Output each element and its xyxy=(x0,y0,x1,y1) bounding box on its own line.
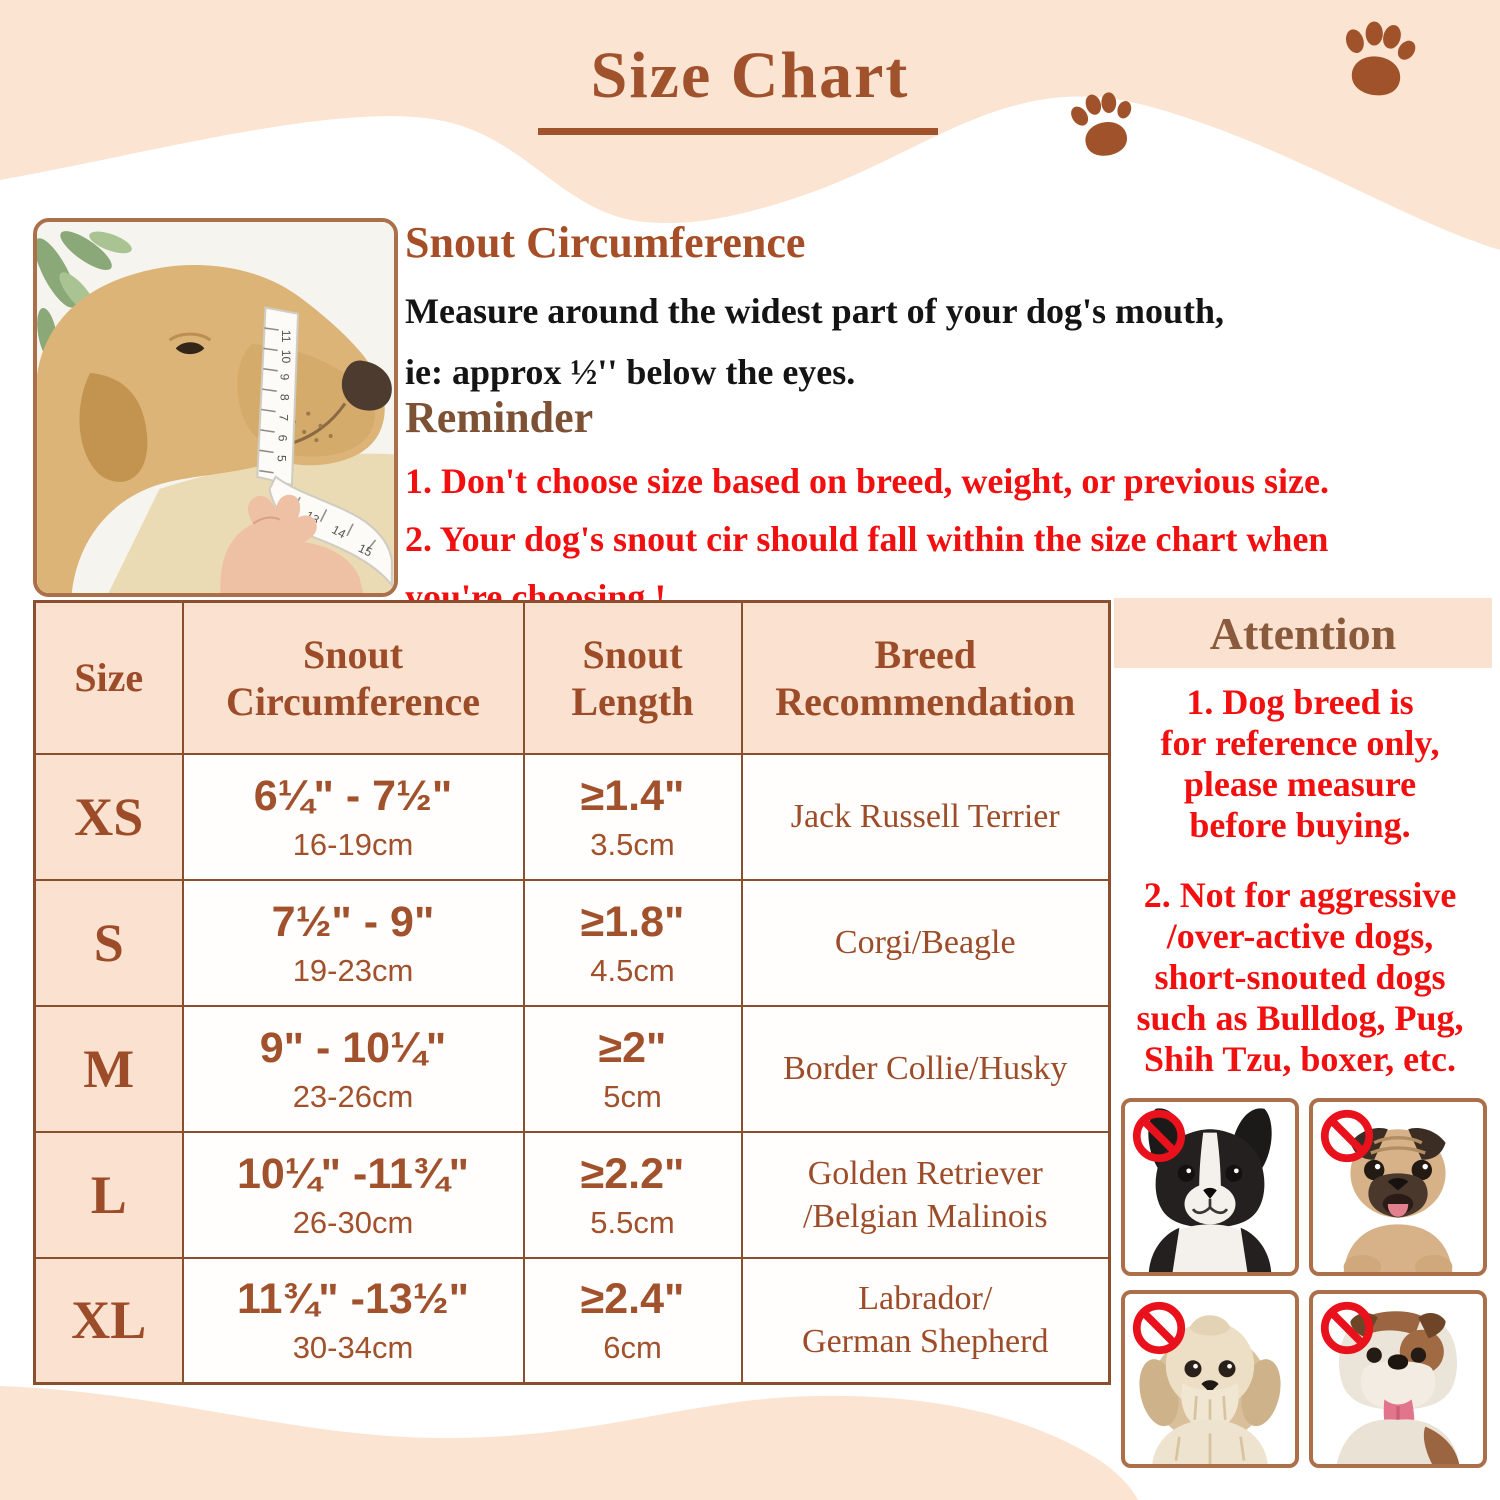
table-row: S 7½" - 9" 19-23cm ≥1.8" 4.5cm Corgi/Bea… xyxy=(33,878,1111,1007)
table-row: M 9" - 10¼" 23-26cm ≥2" 5cm Border Colli… xyxy=(33,1004,1111,1133)
french-bulldog-illustration xyxy=(1148,1108,1272,1272)
circumference-inches: 11¾" -13½" xyxy=(236,1275,470,1324)
no-entry-icon xyxy=(1132,1109,1186,1163)
length-cm: 3.5cm xyxy=(590,826,675,862)
attention-notes: 1. Dog breed is for reference only, plea… xyxy=(1098,682,1500,1080)
pug-image xyxy=(1309,1098,1487,1276)
circumference-cm: 26-30cm xyxy=(292,1204,414,1240)
attention-header: Attention xyxy=(1114,598,1492,668)
breed-recommendation: Labrador/ German Shepherd xyxy=(740,1256,1111,1385)
tape-number: 7 xyxy=(277,414,291,421)
english-bulldog-image xyxy=(1309,1290,1487,1468)
circumference-cell: 7½" - 9" 19-23cm xyxy=(181,878,525,1007)
page-title: Size Chart xyxy=(590,39,910,112)
circumference-cm: 16-19cm xyxy=(292,826,414,862)
circumference-cell: 6¼" - 7½" 16-19cm xyxy=(181,752,525,881)
prohibited-dogs-grid xyxy=(1121,1098,1489,1468)
table-row: XS 6¼" - 7½" 16-19cm ≥1.4" 3.5cm Jack Ru… xyxy=(33,752,1111,881)
no-entry-icon xyxy=(1320,1301,1374,1355)
size-label: XL xyxy=(33,1256,184,1385)
shih-tzu-illustration xyxy=(1139,1315,1281,1464)
snout-measuring-photo: 11 10 9 8 7 6 5 13 14 15 xyxy=(33,218,398,597)
tape-number: 9 xyxy=(278,374,292,381)
circumference-cell: 9" - 10¼" 23-26cm xyxy=(181,1004,525,1133)
english-bulldog-illustration xyxy=(1336,1311,1460,1464)
circumference-inches: 6¼" - 7½" xyxy=(253,771,453,820)
length-cell: ≥2" 5cm xyxy=(522,1004,743,1133)
reminder-heading: Reminder xyxy=(405,393,594,442)
table-header-row: Size Snout Circumference Snout Length Br… xyxy=(33,600,1111,755)
breed-recommendation: Border Collie/Husky xyxy=(740,1004,1111,1133)
paw-icon xyxy=(1345,21,1416,96)
tape-number: 5 xyxy=(275,455,289,462)
length-inches: ≥2.4" xyxy=(580,1275,685,1324)
shih-tzu-image xyxy=(1121,1290,1299,1468)
tape-number: 11 xyxy=(279,330,293,343)
tape-number: 6 xyxy=(276,435,290,442)
header-snout-circumference: Snout Circumference xyxy=(181,600,525,755)
length-cm: 5cm xyxy=(603,1078,662,1114)
length-cm: 6cm xyxy=(603,1330,662,1366)
circumference-cm: 19-23cm xyxy=(292,952,414,988)
table-row: L 10¼" -11¾" 26-30cm ≥2.2" 5.5cm Golden … xyxy=(33,1130,1111,1259)
title-underline xyxy=(538,128,938,135)
size-label: M xyxy=(33,1004,184,1133)
tape-number: 14 xyxy=(330,523,349,542)
attention-note-1: 1. Dog breed is for reference only, plea… xyxy=(1160,682,1440,845)
paw-icon xyxy=(1071,92,1132,156)
breed-recommendation: Corgi/Beagle xyxy=(740,878,1111,1007)
length-cell: ≥1.8" 4.5cm xyxy=(522,878,743,1007)
size-label: S xyxy=(33,878,184,1007)
tape-number: 8 xyxy=(278,394,292,401)
pug-illustration xyxy=(1343,1127,1453,1272)
length-inches: ≥1.4" xyxy=(580,771,685,820)
breed-recommendation: Golden Retriever /Belgian Malinois xyxy=(740,1130,1111,1259)
circumference-cell: 11¾" -13½" 30-34cm xyxy=(181,1256,525,1385)
header-size: Size xyxy=(33,600,184,755)
tape-number: 15 xyxy=(356,541,375,560)
circumference-inches: 9" - 10¼" xyxy=(259,1023,447,1072)
table-row: XL 11¾" -13½" 30-34cm ≥2.4" 6cm Labrador… xyxy=(33,1256,1111,1385)
length-cell: ≥2.2" 5.5cm xyxy=(522,1130,743,1259)
circumference-cm: 30-34cm xyxy=(292,1330,414,1366)
snout-circumference-heading: Snout Circumference xyxy=(405,218,806,267)
no-entry-icon xyxy=(1320,1109,1374,1163)
size-label: XS xyxy=(33,752,184,881)
top-wave-decoration xyxy=(0,0,1500,250)
length-cell: ≥2.4" 6cm xyxy=(522,1256,743,1385)
bottom-wave-decoration xyxy=(0,1386,1138,1500)
breed-recommendation: Jack Russell Terrier xyxy=(740,752,1111,881)
snout-measure-instructions: Measure around the widest part of your d… xyxy=(405,291,1225,392)
attention-title: Attention xyxy=(1209,607,1397,659)
length-cm: 5.5cm xyxy=(590,1204,675,1240)
header-breed-recommendation: Breed Recommendation xyxy=(740,600,1111,755)
circumference-cm: 23-26cm xyxy=(292,1078,414,1114)
length-inches: ≥2" xyxy=(598,1023,667,1072)
circumference-inches: 7½" - 9" xyxy=(271,897,435,946)
tape-number: 10 xyxy=(279,350,293,364)
reminder-item-1: 1. Don't choose size based on breed, wei… xyxy=(405,461,1329,501)
length-inches: ≥1.8" xyxy=(580,897,685,946)
length-cell: ≥1.4" 3.5cm xyxy=(522,752,743,881)
dog-measuring-illustration: 11 10 9 8 7 6 5 13 14 15 xyxy=(37,222,394,593)
header-snout-length: Snout Length xyxy=(522,600,743,755)
no-entry-icon xyxy=(1132,1301,1186,1355)
length-cm: 4.5cm xyxy=(590,952,675,988)
length-inches: ≥2.2" xyxy=(580,1149,685,1198)
size-chart-table: Size Snout Circumference Snout Length Br… xyxy=(33,600,1111,1385)
attention-note-2: 2. Not for aggressive /over-active dogs,… xyxy=(1136,875,1464,1079)
circumference-cell: 10¼" -11¾" 26-30cm xyxy=(181,1130,525,1259)
size-label: L xyxy=(33,1130,184,1259)
circumference-inches: 10¼" -11¾" xyxy=(236,1149,470,1198)
french-bulldog-image xyxy=(1121,1098,1299,1276)
